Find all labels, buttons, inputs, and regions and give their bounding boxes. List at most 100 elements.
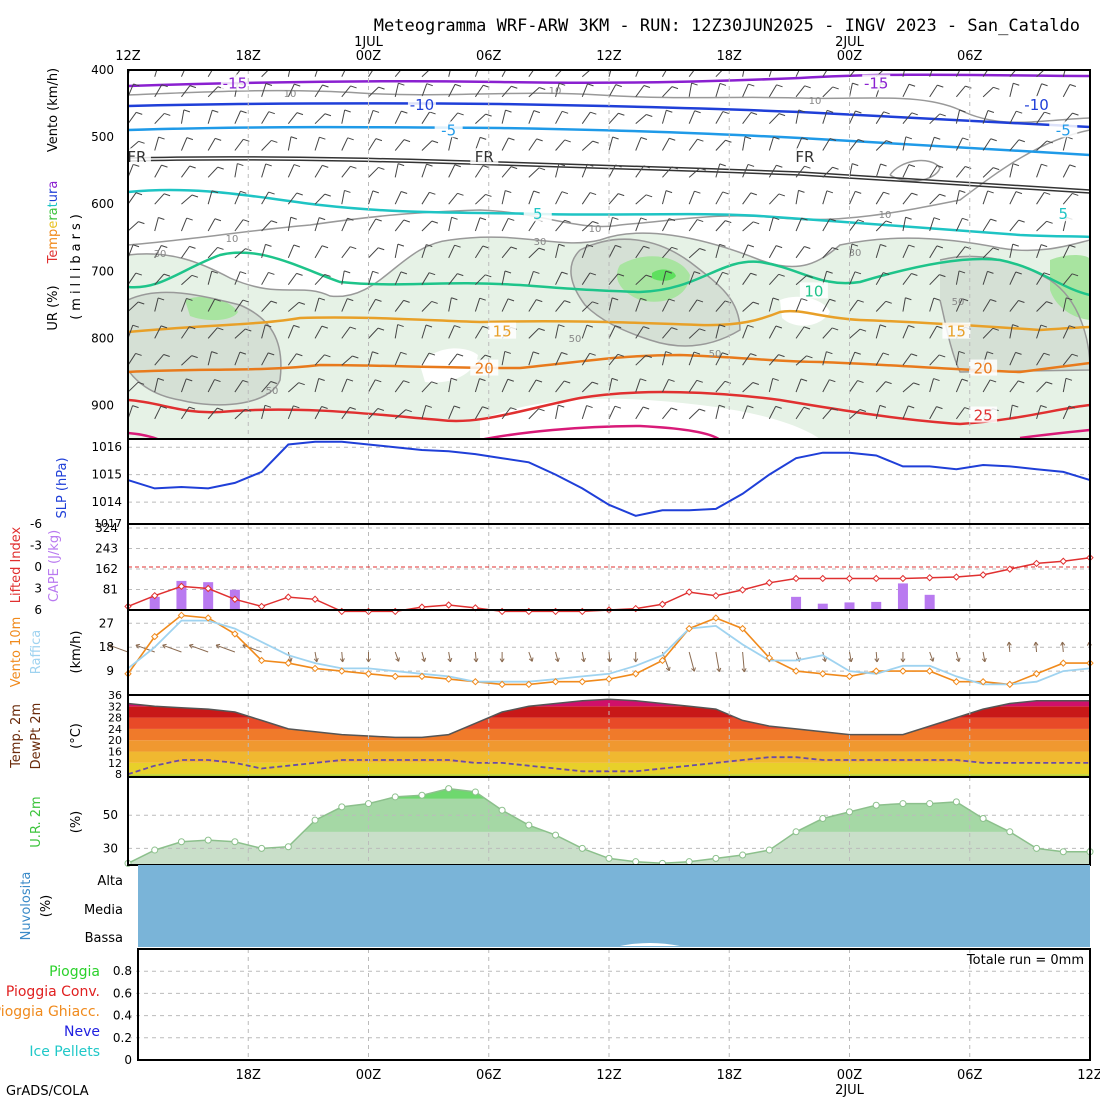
upper-wind-barb-flag (405, 409, 412, 413)
upper-wind-barb (421, 352, 430, 366)
upper-wind-barb-flag (645, 194, 653, 198)
upper-wind-barb-flag (665, 351, 672, 355)
upper-wind-barb (421, 272, 430, 285)
upper-wind-barb-flag (217, 246, 224, 250)
upper-wind-barb-flag (1046, 220, 1053, 224)
upper-wind-barb (1009, 191, 1017, 205)
rh2m-point (1006, 828, 1014, 836)
cloud-low-gap (620, 943, 680, 946)
upper-wind-barb-flag (429, 111, 436, 115)
upper-wind-barb-flag (1067, 63, 1073, 65)
upper-wind-barb (1089, 364, 1090, 366)
upper-wind-barb (715, 83, 721, 97)
upper-wind-barb-flag (1068, 405, 1076, 409)
wind10m-arrow (215, 644, 236, 653)
wind10m-arrow (955, 651, 960, 662)
upper-wind-barb-flag (883, 191, 890, 195)
rh2m-point (525, 821, 533, 829)
upper-wind-barb (1036, 381, 1047, 393)
upper-wind-barb-flag (1069, 325, 1076, 329)
upper-wind-barb-flag (804, 85, 811, 89)
upper-wind-barb (394, 409, 407, 420)
label-temp2m: Temp. 2m (9, 704, 24, 769)
upper-wind-barb (394, 300, 405, 312)
upper-wind-barb-flag (268, 191, 275, 195)
rh2m-point (765, 846, 773, 854)
upper-wind-barb-flag (803, 406, 811, 410)
wind10m-point (1059, 659, 1067, 667)
upper-wind-barb-flag (800, 378, 808, 382)
upper-wind-barb-flag (669, 65, 675, 67)
upper-wind-barb-flag (217, 166, 224, 170)
upper-wind-barb (715, 163, 721, 178)
upper-wind-barb (742, 382, 754, 393)
temp-y-tick: 28 (108, 712, 122, 725)
upper-wind-barb-flag (375, 379, 382, 383)
wind10m-arrow-head (339, 658, 345, 663)
upper-wind-barb (875, 405, 881, 420)
upper-wind-barb-flag (586, 324, 593, 328)
upper-wind-barb (314, 165, 323, 178)
upper-wind-barb-flag (993, 167, 1000, 171)
rh2m-point (899, 800, 907, 808)
upper-wind-barb-flag (318, 297, 326, 301)
temp-y-tick: 8 (115, 768, 122, 781)
label-lifted: Lifted Index (9, 526, 24, 603)
upper-wind-barb (1089, 337, 1090, 339)
upper-wind-barb-flag (242, 219, 250, 223)
wind10m-arrow-head (581, 657, 586, 663)
upper-wind-barb (875, 352, 884, 366)
upper-air-panel: -15 -15 -10 -10 -5 -5 FR FR FR 5 5 10 15 15 20 20 25 10 10… (91, 63, 1100, 440)
upper-wind-barb-flag (538, 167, 546, 171)
label-upper-wind: Vento (km/h) (46, 68, 61, 152)
upper-wind-barb-flag (561, 110, 569, 114)
upper-wind-barb (528, 87, 540, 98)
upper-wind-barb-flag (643, 165, 650, 169)
lifted-index-point (925, 574, 934, 582)
upper-wind-barb (742, 244, 749, 259)
upper-wind-barb-flag (611, 297, 619, 301)
upper-wind-barb-flag (908, 325, 915, 328)
temperature-band (128, 695, 1090, 707)
upper-wind-barb (341, 407, 351, 420)
upper-wind-barb (715, 191, 724, 205)
wind10m-point (738, 624, 747, 633)
wind10m-arrow-head (395, 657, 400, 662)
upper-wind-barb-flag (1095, 218, 1100, 220)
upper-wind-barb (234, 110, 242, 124)
upper-wind-barb-flag (908, 244, 915, 248)
upper-wind-barb-flag (296, 112, 304, 116)
upper-wind-barb-flag (936, 406, 943, 410)
upper-wind-barb-flag (905, 136, 913, 140)
upper-wind-barb-flag (403, 380, 410, 384)
upper-wind-barb-flag (132, 405, 139, 409)
upper-wind-barb (368, 167, 379, 178)
upper-wind-barb-flag (933, 217, 941, 221)
upper-wind-barb-flag (1044, 191, 1051, 195)
precip-type-neve: Neve (64, 1024, 100, 1040)
upper-wind-barb-flag (722, 111, 730, 115)
upper-wind-barb-flag (747, 324, 754, 328)
upper-wind-barb-flag (272, 67, 278, 69)
upper-wind-barb (768, 378, 774, 393)
upper-wind-barb (875, 220, 887, 232)
isotherm-label-bg (523, 205, 552, 222)
upper-wind-barb-flag (936, 245, 944, 249)
upper-wind-barb (234, 380, 244, 393)
upper-wind-barb (1009, 300, 1019, 312)
wind10m-point (418, 672, 426, 681)
isotherm-label: 10 (804, 282, 823, 300)
upper-wind-barb-flag (265, 163, 272, 167)
upper-wind-barb (608, 193, 619, 205)
upper-wind-barb-flag (611, 377, 619, 381)
upper-wind-barb-flag (778, 273, 785, 277)
rh-dry-hole (420, 348, 478, 383)
upper-wind-barb-flag (403, 219, 410, 223)
upper-wind-barb (448, 405, 455, 420)
upper-y-tick: 900 (91, 398, 114, 412)
upper-wind-barb-flag (217, 407, 224, 411)
upper-wind-barb (688, 70, 695, 78)
upper-wind-barb-flag (826, 270, 833, 274)
upper-wind-barb-flag (431, 300, 438, 304)
